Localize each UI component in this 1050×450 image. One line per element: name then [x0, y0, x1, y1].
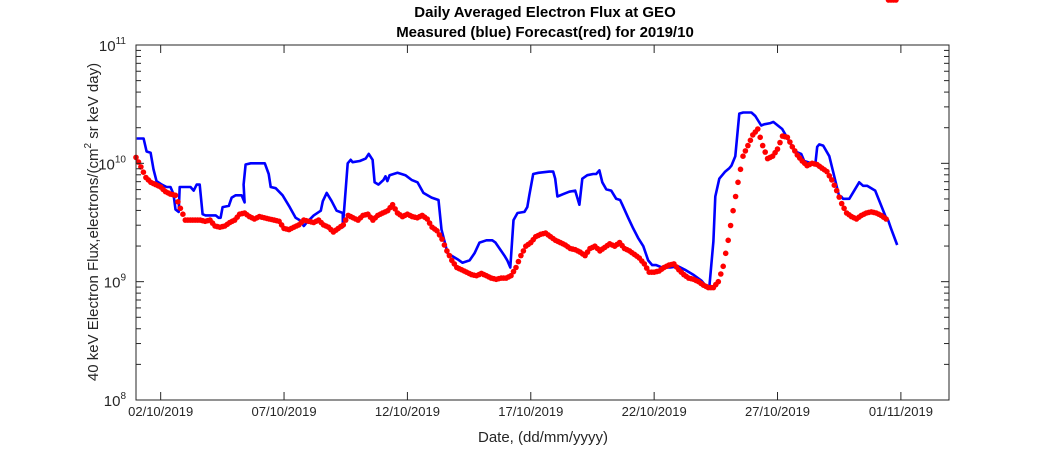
series-layer [133, 0, 899, 291]
forecast-point [831, 182, 838, 188]
forecast-point [389, 201, 396, 208]
forecast-point [436, 232, 443, 238]
forecast-point [789, 144, 796, 150]
forecast-point [434, 228, 440, 234]
forecast-point [777, 139, 783, 146]
forecast-point [720, 263, 726, 270]
x-tick-label: 17/10/2019 [498, 404, 563, 419]
forecast-point [441, 242, 448, 248]
y-tick-exponent: 10 [115, 154, 127, 165]
forecast-point [838, 200, 845, 207]
forecast-point [740, 153, 746, 159]
y-tick-base: 10 [104, 275, 121, 292]
y-tick-base: 10 [104, 393, 121, 410]
forecast-point [520, 248, 527, 254]
y-axis-label-main: 40 keV Electron Flux,electrons/(cm [85, 149, 102, 382]
forecast-point [175, 199, 181, 205]
forecast-point [836, 194, 842, 200]
forecast-point [735, 179, 741, 186]
forecast-point [742, 148, 749, 154]
x-axis-ticks: 02/10/2019 07/10/2019 12/10/2019 17/10/2019… [128, 45, 933, 419]
forecast-point [841, 205, 847, 212]
y-tick-label: 1010 [98, 154, 126, 173]
forecast-point [715, 278, 722, 285]
forecast-point [774, 146, 781, 152]
forecast-point [725, 237, 731, 244]
measured-series-line [136, 111, 899, 288]
forecast-point [513, 264, 519, 271]
forecast-point [833, 187, 840, 194]
forecast-point [426, 220, 433, 226]
y-tick-base: 10 [99, 38, 116, 55]
forecast-point [510, 268, 517, 275]
forecast-point [172, 192, 179, 199]
x-tick-label: 02/10/2019 [128, 404, 193, 419]
forecast-point [340, 222, 347, 228]
forecast-point [177, 205, 184, 212]
y-axis-label: 40 keV Electron Flux,electrons/(cm2 sr k… [83, 63, 102, 381]
forecast-point [180, 211, 186, 217]
forecast-point [883, 216, 889, 222]
forecast-point [446, 252, 453, 259]
forecast-point [444, 248, 450, 254]
y-tick-label: 108 [104, 391, 127, 410]
forecast-point [829, 177, 835, 183]
forecast-point [762, 149, 768, 155]
forecast-point [732, 193, 739, 200]
y-tick-exponent: 11 [116, 36, 127, 47]
forecast-point [641, 261, 648, 267]
forecast-point [893, 0, 899, 3]
y-tick-exponent: 8 [120, 391, 126, 402]
forecast-point [826, 173, 833, 179]
forecast-point [747, 137, 754, 144]
forecast-point [342, 217, 349, 223]
forecast-point [737, 166, 744, 173]
forecast-point [392, 206, 398, 212]
forecast-point [718, 271, 724, 277]
forecast-point [722, 250, 729, 257]
forecast-point [755, 126, 761, 132]
forecast-point [745, 142, 751, 149]
forecast-point [784, 134, 791, 141]
x-axis-label: Date, (dd/mm/yyyy) [478, 429, 608, 446]
y-tick-label: 1011 [99, 36, 127, 55]
x-tick-label: 22/10/2019 [622, 404, 687, 419]
forecast-point [757, 134, 763, 141]
forecast-point [518, 252, 524, 259]
x-tick-label: 01/11/2019 [869, 404, 933, 419]
y-tick-base: 10 [98, 156, 115, 173]
x-tick-label: 12/10/2019 [375, 404, 440, 419]
y-tick-exponent: 9 [120, 273, 126, 284]
x-tick-label: 27/10/2019 [745, 404, 810, 419]
forecast-point [515, 258, 522, 265]
y-tick-label: 109 [104, 273, 127, 292]
forecast-point [759, 142, 766, 149]
forecast-point [424, 216, 431, 222]
forecast-point [787, 139, 793, 145]
forecast-point [824, 168, 830, 175]
forecast-point [727, 222, 734, 229]
forecast-point [140, 169, 147, 175]
forecast-point [508, 272, 514, 279]
forecast-point [135, 159, 142, 165]
forecast-point [792, 148, 798, 154]
chart-title: Daily Averaged Electron Flux at GEO [414, 4, 676, 21]
x-tick-label: 07/10/2019 [252, 404, 317, 419]
forecast-point [643, 265, 650, 271]
chart-subtitle: Measured (blue) Forecast(red) for 2019/1… [396, 24, 694, 41]
y-axis-label-tail: sr keV day) [85, 63, 102, 143]
forecast-point [730, 207, 736, 214]
y-axis-label-superscript: 2 [83, 143, 94, 149]
forecast-point [439, 236, 445, 242]
axes-box [135, 44, 950, 401]
